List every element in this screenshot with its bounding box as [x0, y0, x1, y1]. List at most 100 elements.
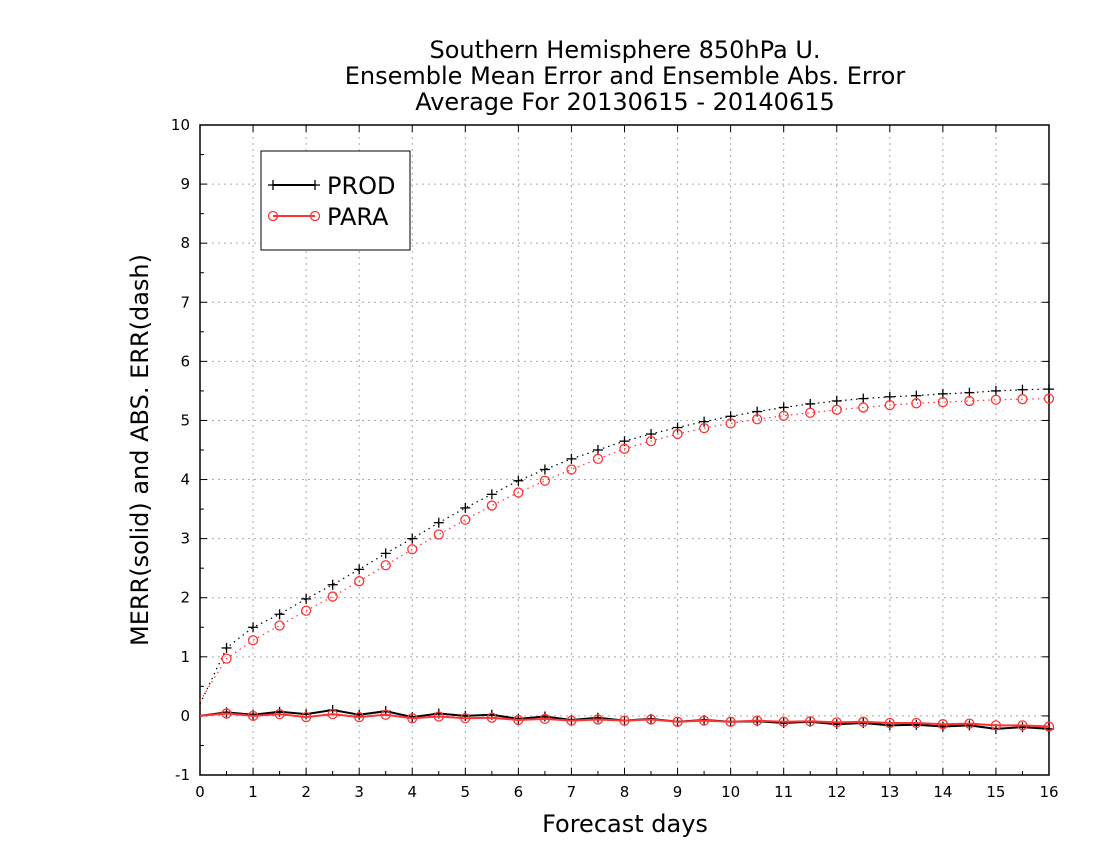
series-prod-abs-err-point — [274, 609, 285, 620]
x-tick-label: 2 — [301, 783, 311, 801]
series-para-merr-point — [725, 716, 736, 727]
legend-para-label: PARA — [327, 203, 389, 231]
series-prod-abs-err-point — [831, 395, 842, 406]
series-para-abs-err-point — [645, 435, 657, 447]
series-para-merr-point — [752, 715, 763, 726]
series-para-merr-point — [539, 713, 551, 725]
series-prod-abs-err-point — [805, 398, 816, 409]
series-prod-abs-err-point — [858, 393, 869, 404]
series-para-merr-point — [327, 708, 338, 720]
x-tick-label: 6 — [514, 783, 524, 801]
series-para-abs-err-point — [752, 414, 763, 425]
series-para-merr-point — [778, 716, 789, 727]
series-prod-abs-err-point — [990, 385, 1001, 396]
series-para-merr-point — [247, 710, 259, 722]
series-para-merr-point — [1017, 720, 1028, 731]
series-para-abs-err-point — [778, 410, 789, 421]
legend: PROD PARA — [260, 150, 411, 251]
series-para-abs-err-point — [805, 407, 816, 418]
series-prod-abs-err-point — [1017, 384, 1028, 395]
series-para-abs-err-point — [964, 395, 975, 407]
x-axis-title: Forecast days — [542, 810, 708, 838]
series-prod-abs-err-point — [327, 579, 338, 590]
y-tick-label: 10 — [171, 116, 190, 134]
chart-title-line-2: Ensemble Mean Error and Ensemble Abs. Er… — [344, 62, 906, 90]
series-para-abs-err-point — [990, 394, 1002, 405]
series-prod-abs-err-point — [539, 464, 550, 475]
series-prod-abs-err-point — [460, 502, 471, 513]
series-para-abs-err-point — [486, 500, 497, 511]
legend-prod-marker-right — [310, 180, 320, 190]
series-prod-abs-err-point — [672, 422, 683, 433]
x-tick-label: 10 — [721, 783, 740, 801]
series-para-abs-err-point — [327, 591, 338, 602]
series-prod-abs-err-point — [513, 475, 524, 486]
legend-box — [260, 150, 411, 251]
y-tick-label: 3 — [180, 530, 190, 548]
series-para-merr-point — [672, 716, 683, 727]
series-prod-abs-err-point — [592, 445, 603, 455]
x-tick-label: 8 — [620, 783, 630, 801]
y-tick-label: 2 — [180, 589, 190, 607]
series-para-abs-err-point — [274, 620, 285, 631]
x-tick-label: 16 — [1039, 783, 1058, 801]
legend-para-marker-left — [267, 210, 279, 222]
series-prod-abs-err-point — [699, 416, 710, 427]
series-prod-abs-err-point — [221, 642, 232, 653]
x-tick-label: 4 — [407, 783, 417, 801]
series-para-abs-err-point — [354, 576, 365, 587]
x-tick-label: 15 — [986, 783, 1005, 801]
legend-prod-label: PROD — [327, 172, 396, 200]
x-tick-label: 11 — [774, 783, 793, 801]
series-para-merr-point — [805, 716, 816, 727]
series-para-merr-point — [513, 714, 524, 726]
series-para-merr-point — [380, 709, 391, 720]
x-tick-label: 14 — [933, 783, 952, 801]
series-para-merr-point — [831, 717, 842, 728]
series-para-abs-err-point — [300, 605, 312, 616]
series-para-abs-err-point — [884, 399, 895, 411]
series-para-abs-err-point — [221, 653, 232, 664]
chart-title-line-1: Southern Hemisphere 850hPa U. — [429, 36, 821, 64]
series-para-merr-point — [274, 708, 285, 720]
y-tick-label: 9 — [180, 175, 190, 193]
series-prod-abs-err-point — [354, 564, 365, 575]
y-tick-label: -1 — [175, 766, 190, 784]
series-para-merr-point — [592, 714, 604, 725]
series-para-merr-line — [199, 712, 1050, 728]
series-para-abs-err-point — [1017, 394, 1028, 405]
x-tick-label: 7 — [567, 783, 577, 801]
y-tick-label: 6 — [180, 352, 190, 370]
series-prod-abs-err-point — [486, 489, 497, 500]
series-para-merr-point — [884, 717, 895, 729]
series-para-abs-err-point — [619, 443, 630, 454]
series-prod-abs-err-point — [646, 429, 657, 440]
series-para-abs-err-point — [937, 396, 949, 408]
series-para-merr-point — [619, 715, 630, 726]
series-para-abs-err-point — [698, 422, 710, 434]
series-prod-abs-err-point — [301, 593, 312, 604]
x-tick-label: 0 — [195, 783, 205, 801]
series-para-merr-point — [698, 715, 710, 726]
series-prod-abs-err-point — [566, 453, 577, 464]
series-para-merr-point — [964, 718, 975, 729]
series-para-merr-point — [486, 712, 497, 723]
series-para-merr-point — [990, 720, 1002, 731]
series-para-abs-err-point — [407, 544, 418, 555]
series-para-abs-err-point — [460, 514, 471, 525]
series-prod-abs-err-point — [1044, 384, 1054, 395]
series-prod-abs-err-point — [248, 622, 259, 633]
series-para-merr-point — [460, 713, 471, 724]
legend-para-marker-right — [309, 210, 321, 222]
series-layer — [199, 384, 1055, 734]
series-para-abs-err-point — [1043, 393, 1055, 404]
series-para-merr-point — [221, 708, 232, 719]
series-para-abs-err-point — [566, 464, 577, 475]
x-tick-label: 13 — [880, 783, 899, 801]
series-para-abs-err-point — [247, 635, 259, 646]
y-tick-label: 1 — [180, 648, 190, 666]
series-para-abs-err-point — [831, 404, 842, 415]
series-prod-abs-err-point — [380, 548, 391, 559]
